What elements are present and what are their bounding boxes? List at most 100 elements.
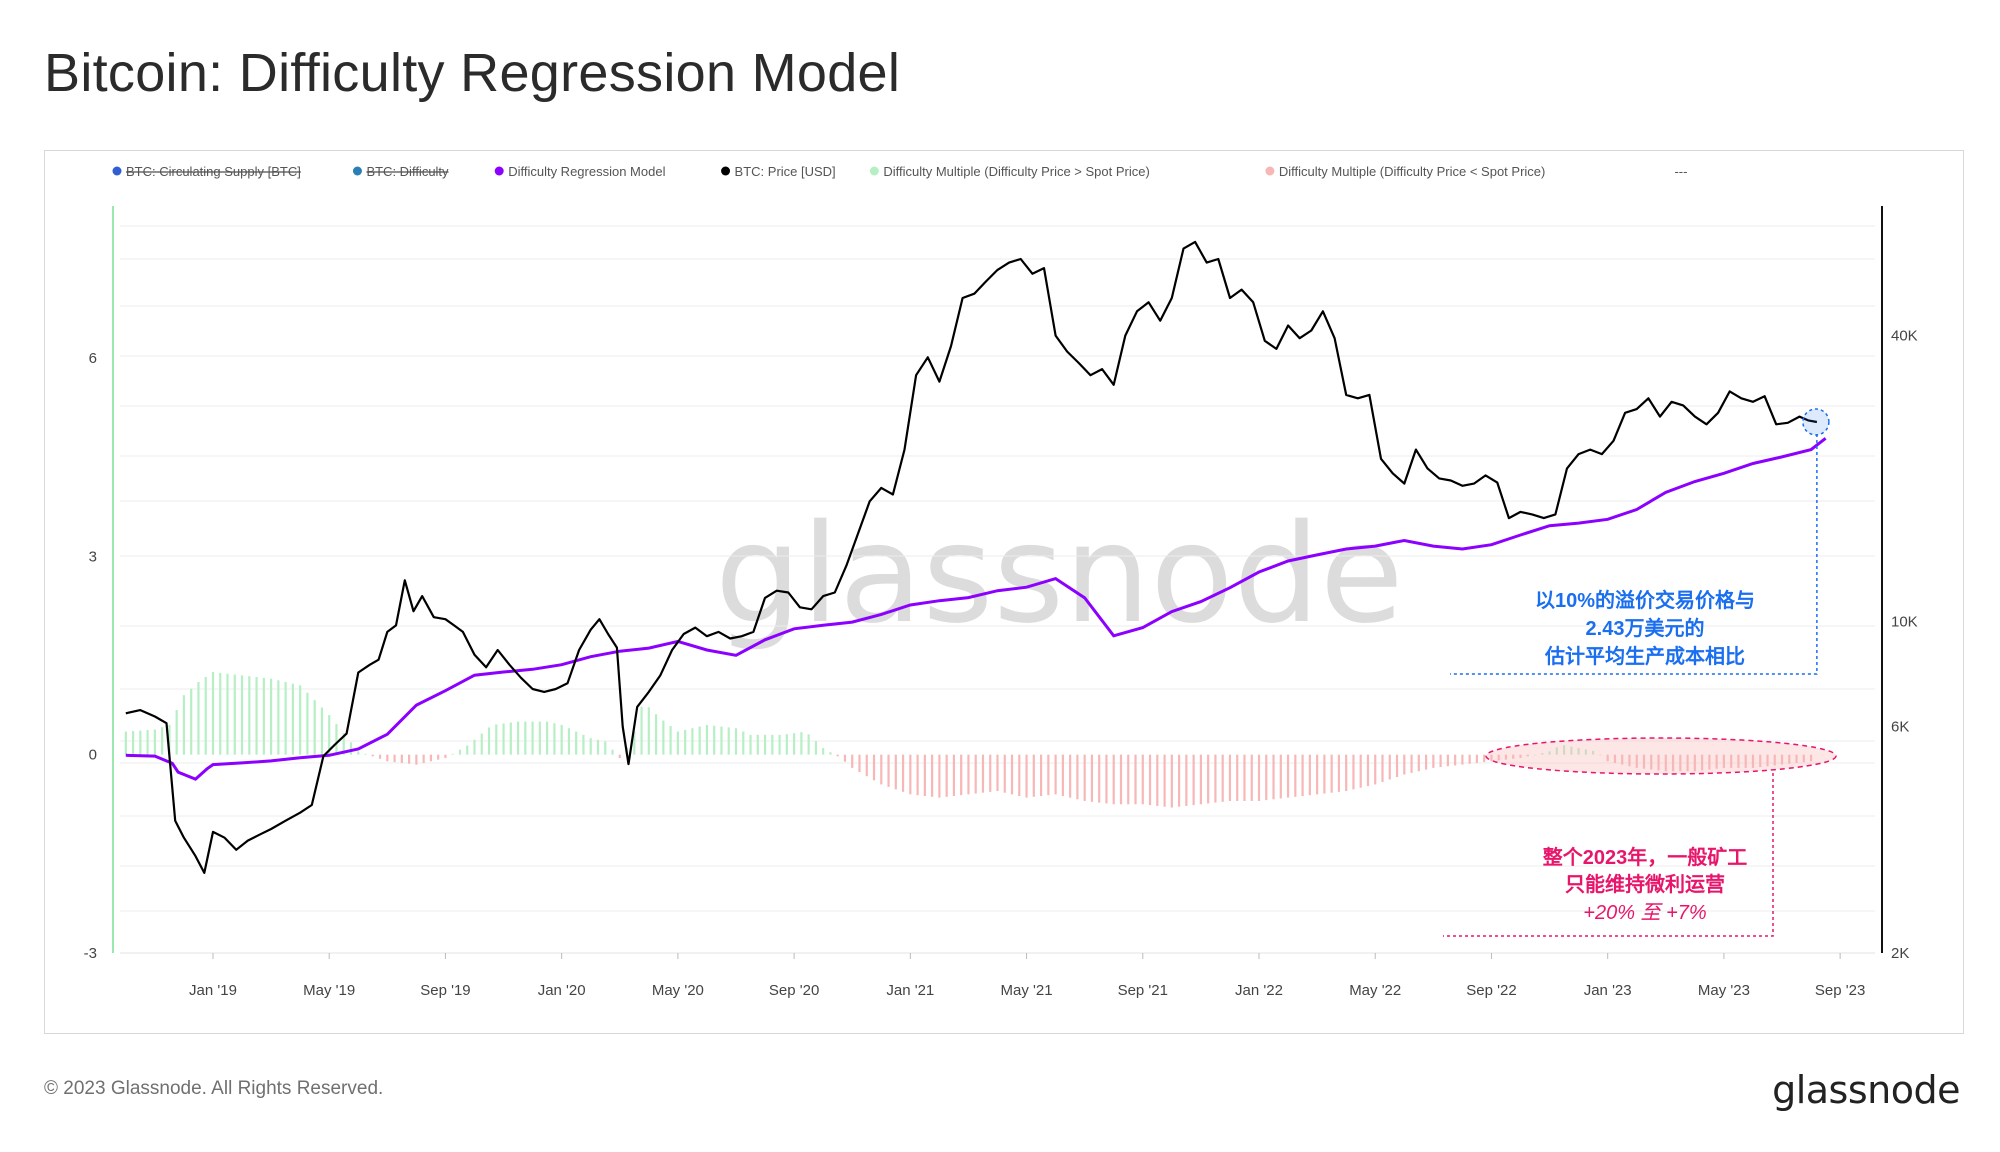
- bar-67: [611, 749, 614, 755]
- bar-42: [429, 754, 433, 762]
- bar-224: [1751, 754, 1755, 768]
- grid: [120, 225, 1875, 912]
- page-title: Bitcoin: Difficulty Regression Model: [44, 43, 901, 103]
- legend-label-4: Difficulty Multiple (Difficulty Price > …: [883, 164, 1149, 179]
- bar-102: [865, 754, 868, 777]
- bar-150: [1214, 754, 1217, 803]
- bar-154: [1243, 754, 1246, 801]
- bar-137: [1119, 754, 1123, 805]
- bar-4: [153, 729, 156, 755]
- bar-90: [778, 734, 781, 755]
- pink-leader-line: [1443, 773, 1774, 937]
- bar-70: [633, 731, 636, 755]
- annotation-blue-line-1: 以10%的溢价交易价格与: [1535, 588, 1755, 612]
- legend-marker-0: [112, 166, 122, 176]
- bar-174: [1388, 754, 1391, 780]
- bar-190: [1504, 754, 1508, 760]
- bar-29: [335, 724, 338, 755]
- bar-25: [306, 692, 309, 755]
- series-line-btc-price: [125, 240, 1818, 874]
- bar-230: [1795, 754, 1798, 763]
- bar-14: [226, 673, 229, 755]
- bar-140: [1141, 754, 1144, 805]
- bar-195: [1541, 753, 1544, 755]
- bar-32: [357, 751, 360, 755]
- bar-111: [931, 754, 934, 797]
- bar-191: [1512, 754, 1515, 759]
- bar-132: [1083, 754, 1086, 801]
- legend-marker-2: [494, 166, 504, 176]
- bar-93: [800, 732, 803, 755]
- bar-141: [1148, 754, 1152, 806]
- blue-leader-line: [1450, 433, 1818, 675]
- bar-50: [487, 727, 491, 755]
- bar-159: [1279, 754, 1282, 799]
- bar-178: [1417, 754, 1420, 772]
- annotation-pink-line-1: 整个2023年，一般矿工: [1542, 845, 1748, 869]
- y-left-tick-label-1: 0: [89, 747, 97, 764]
- annotation-shapes: [1443, 408, 1837, 937]
- bar-205: [1613, 754, 1617, 763]
- bar-186: [1475, 754, 1479, 763]
- bar-87: [756, 734, 759, 755]
- bar-189: [1497, 754, 1500, 761]
- bar-219: [1715, 754, 1718, 769]
- bar-207: [1628, 754, 1631, 767]
- bar-59: [553, 723, 556, 755]
- x-tick-label-7: May '21: [1001, 982, 1053, 999]
- annotation-blue-line-2: 2.43万美元的: [1586, 616, 1705, 640]
- bar-89: [771, 734, 774, 755]
- bar-225: [1759, 754, 1762, 768]
- bar-185: [1468, 754, 1471, 764]
- bar-2: [139, 730, 142, 755]
- bar-158: [1272, 754, 1275, 800]
- bar-108: [909, 754, 912, 795]
- bar-176: [1403, 754, 1406, 775]
- x-tick-label-8: Sep '21: [1118, 982, 1168, 999]
- bar-51: [495, 724, 498, 755]
- legend-label-6: ---: [1674, 164, 1687, 179]
- bar-182: [1446, 754, 1449, 767]
- bar-194: [1533, 754, 1537, 756]
- bar-155: [1250, 754, 1253, 801]
- bar-24: [299, 685, 302, 755]
- bar-227: [1773, 754, 1776, 766]
- bar-135: [1105, 754, 1108, 804]
- legend-label-5: Difficulty Multiple (Difficulty Price < …: [1279, 164, 1545, 179]
- bar-136: [1112, 754, 1115, 805]
- legend-label-3: BTC: Price [USD]: [735, 164, 836, 179]
- bar-22: [284, 681, 287, 755]
- bar-9: [190, 688, 193, 755]
- bar-172: [1374, 754, 1377, 785]
- bar-160: [1286, 754, 1290, 798]
- bar-173: [1381, 754, 1384, 782]
- bar-28: [328, 715, 331, 755]
- bar-157: [1265, 754, 1268, 801]
- bar-72: [647, 707, 650, 755]
- bar-53: [509, 722, 512, 755]
- bar-33: [364, 753, 367, 755]
- bar-27: [320, 707, 324, 755]
- bar-125: [1032, 754, 1035, 797]
- bar-231: [1802, 754, 1805, 763]
- chart-card: BTC: Circulating Supply [BTC] BTC: Diffic…: [44, 150, 1964, 1034]
- bar-68: [618, 754, 621, 758]
- bar-144: [1170, 754, 1173, 808]
- bar-126: [1039, 754, 1043, 796]
- bar-60: [560, 724, 563, 755]
- series-line-difficulty-regression-model: [125, 437, 1827, 781]
- bar-109: [916, 754, 919, 796]
- bar-146: [1185, 754, 1188, 806]
- bar-180: [1432, 754, 1435, 768]
- legend-label-2: Difficulty Regression Model: [508, 164, 665, 179]
- bar-138: [1127, 754, 1130, 805]
- bar-92: [793, 733, 796, 755]
- bar-199: [1570, 746, 1573, 755]
- bar-167: [1337, 754, 1341, 792]
- bar-131: [1076, 754, 1079, 800]
- y-right-tick-label-3: 40K: [1891, 328, 1918, 345]
- bar-80: [705, 724, 709, 755]
- bar-183: [1454, 754, 1457, 766]
- y-right-tick-label-1: 6K: [1891, 719, 1909, 736]
- bar-54: [516, 721, 520, 755]
